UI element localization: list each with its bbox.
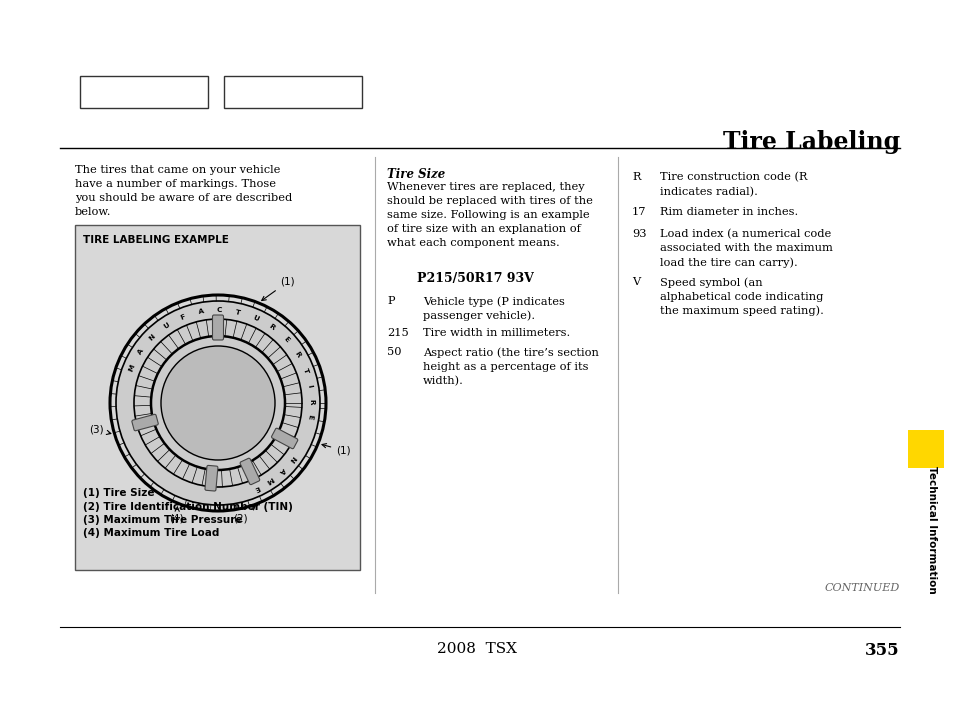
Text: C: C <box>216 307 222 313</box>
Text: 93: 93 <box>631 229 646 239</box>
Text: R: R <box>308 398 314 404</box>
Text: P215/50R17 93V: P215/50R17 93V <box>416 272 533 285</box>
Bar <box>80 76 208 108</box>
FancyBboxPatch shape <box>272 428 297 449</box>
Text: I: I <box>306 384 313 388</box>
Text: (4) Maximum Tire Load: (4) Maximum Tire Load <box>83 528 219 538</box>
Text: T: T <box>301 368 309 375</box>
Text: Technical Information: Technical Information <box>926 466 936 594</box>
Circle shape <box>161 346 274 460</box>
FancyBboxPatch shape <box>205 465 217 491</box>
Text: M: M <box>265 476 274 485</box>
Text: Tire construction code (R
indicates radial).: Tire construction code (R indicates radi… <box>659 172 806 197</box>
FancyBboxPatch shape <box>132 415 158 431</box>
Text: 50: 50 <box>387 347 401 357</box>
Text: Speed symbol (an
alphabetical code indicating
the maximum speed rating).: Speed symbol (an alphabetical code indic… <box>659 277 823 317</box>
Text: F: F <box>179 313 187 320</box>
Text: (1): (1) <box>322 444 351 455</box>
Text: 215: 215 <box>387 328 408 338</box>
Text: (1) Tire Size: (1) Tire Size <box>83 488 154 498</box>
Text: Load index (a numerical code
associated with the maximum
load the tire can carry: Load index (a numerical code associated … <box>659 229 832 268</box>
Text: R: R <box>293 351 301 359</box>
Text: Rim diameter in inches.: Rim diameter in inches. <box>659 207 798 217</box>
Text: A: A <box>197 308 204 315</box>
Text: A: A <box>277 466 286 474</box>
Bar <box>224 76 361 108</box>
Bar <box>907 430 943 468</box>
Text: CONTINUED: CONTINUED <box>824 583 899 593</box>
Text: E: E <box>253 484 260 491</box>
Text: (1): (1) <box>261 277 294 300</box>
Text: (3) Maximum Tire Pressure: (3) Maximum Tire Pressure <box>83 515 242 525</box>
Text: E: E <box>282 336 290 344</box>
Circle shape <box>116 301 319 505</box>
Text: 355: 355 <box>864 642 899 659</box>
Text: 17: 17 <box>631 207 646 217</box>
Text: N: N <box>148 333 156 342</box>
Text: 2008  TSX: 2008 TSX <box>436 642 517 656</box>
Text: U: U <box>252 314 259 322</box>
Text: M: M <box>128 364 135 373</box>
Text: Aspect ratio (the tire’s section
height as a percentage of its
width).: Aspect ratio (the tire’s section height … <box>422 347 598 386</box>
Text: U: U <box>162 322 171 329</box>
Text: (3): (3) <box>89 425 111 435</box>
Text: TIRE LABELING EXAMPLE: TIRE LABELING EXAMPLE <box>83 235 229 245</box>
Text: Tire width in millimeters.: Tire width in millimeters. <box>422 328 570 338</box>
Text: (4): (4) <box>170 507 184 523</box>
Text: N: N <box>288 455 296 463</box>
Text: E: E <box>306 414 313 420</box>
Text: (2) Tire Identification Number (TIN): (2) Tire Identification Number (TIN) <box>83 501 293 511</box>
Text: P: P <box>387 296 395 306</box>
Text: Vehicle type (P indicates
passenger vehicle).: Vehicle type (P indicates passenger vehi… <box>422 296 564 322</box>
Text: Whenever tires are replaced, they
should be replaced with tires of the
same size: Whenever tires are replaced, they should… <box>387 182 592 248</box>
Text: R: R <box>631 172 639 182</box>
Bar <box>75 225 359 570</box>
Text: (2): (2) <box>233 506 255 523</box>
Text: Tire Size: Tire Size <box>387 168 445 181</box>
Text: Tire Labeling: Tire Labeling <box>722 130 899 154</box>
Text: A: A <box>136 348 144 356</box>
Text: R: R <box>268 323 275 332</box>
Text: The tires that came on your vehicle
have a number of markings. Those
you should : The tires that came on your vehicle have… <box>75 165 292 217</box>
FancyBboxPatch shape <box>240 458 259 485</box>
Text: T: T <box>234 309 241 316</box>
Text: V: V <box>631 277 639 287</box>
FancyBboxPatch shape <box>213 315 223 340</box>
